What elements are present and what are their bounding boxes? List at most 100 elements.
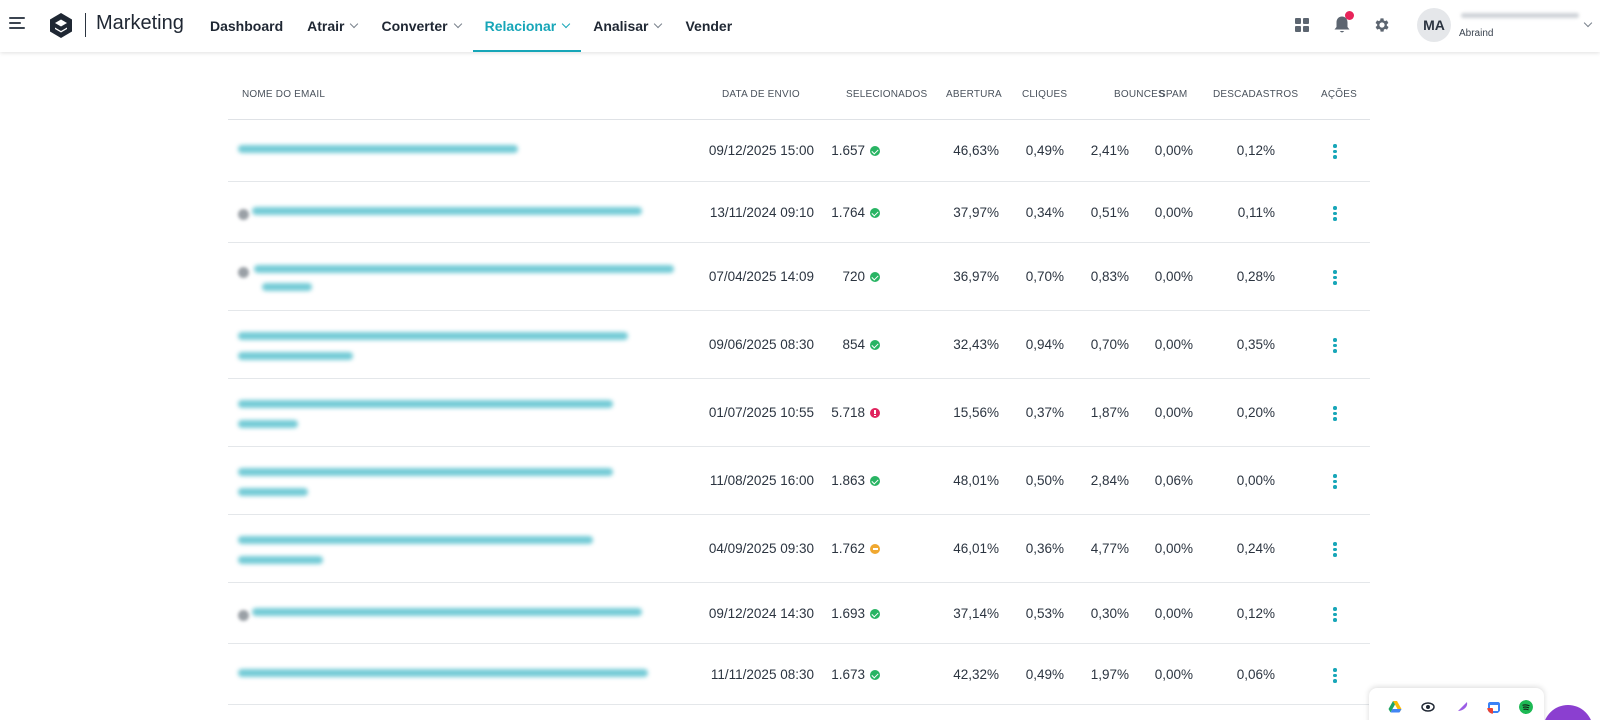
cell-unsub: 0,35% [1237,337,1275,352]
table-row[interactable]: 09/12/2024 14:30 1.693 37,14% 0,53% 0,30% 0,0… [228,583,1370,644]
cell-value: 0,24% [1236,541,1275,556]
column-header-open[interactable]: ABERTURA [946,89,1002,100]
cell-selected: 1.762 [831,541,880,556]
cell-value: 1,87% [1090,405,1129,420]
cell-clicks: 0,34% [1026,205,1064,220]
redacted-text [252,608,642,616]
spotify-icon[interactable] [1519,700,1533,714]
cell-unsub: 0,24% [1237,541,1275,556]
cell-date: 11/08/2025 16:00 [710,473,814,488]
column-header-date[interactable]: DATA DE ENVIO [722,89,800,100]
cell-value: 1.693 [831,606,865,621]
nav-item-relacionar[interactable]: Relacionar [472,0,582,52]
cell-value: 0,00% [1154,269,1193,284]
table-row[interactable]: 07/04/2025 14:09 720 36,97% 0,70% 0,83% 0,00%… [228,243,1370,311]
cell-clicks: 0,36% [1026,541,1064,556]
table-row[interactable]: 13/11/2024 09:10 1.764 37,97% 0,34% 0,51% 0,0… [228,182,1370,243]
cell-value: 1.764 [831,205,865,220]
table-row[interactable]: 01/07/2025 10:55 5.718 15,56% 0,37% 1,87% 0,0… [228,379,1370,447]
cell-spam: 0,00% [1155,405,1193,420]
cell-date: 09/06/2025 08:30 [709,337,814,352]
redacted-text [238,536,593,544]
cell-clicks: 0,70% [1026,269,1064,284]
cell-value: 04/09/2025 09:30 [708,541,814,556]
redacted-text [238,556,323,564]
cell-value: 32,43% [953,337,999,352]
table-row[interactable]: 09/06/2025 08:30 854 32,43% 0,94% 0,70% 0,00%… [228,311,1370,379]
cell-value: 36,97% [953,269,999,284]
cell-value: 0,94% [1025,337,1064,352]
nav-item-label: Dashboard [210,18,284,34]
column-header-spam[interactable]: SPAM [1159,89,1188,100]
nav-item-analisar[interactable]: Analisar [581,0,673,52]
cell-value: 2,41% [1090,143,1129,158]
column-header-name[interactable]: NOME DO EMAIL [242,89,326,100]
more-actions-icon[interactable] [1333,406,1337,423]
minus-circle-icon [870,544,880,554]
more-actions-icon[interactable] [1333,144,1337,161]
cell-bounces: 0,83% [1091,269,1129,284]
cell-open: 36,97% [953,269,999,284]
nav-item-atrair[interactable]: Atrair [295,0,369,52]
menu-icon[interactable] [9,17,25,31]
nav-item-label: Relacionar [484,18,557,34]
more-actions-icon[interactable] [1333,474,1337,491]
cell-bounces: 2,41% [1091,143,1129,158]
cell-value: 0,49% [1025,667,1064,682]
bell-icon[interactable] [1333,15,1351,35]
column-header-unsubscribes[interactable]: DESCADASTROS [1213,89,1299,100]
check-circle-icon [870,340,880,350]
table-row[interactable]: 09/12/2025 15:00 1.657 46,63% 0,49% 2,41% 0,0… [228,120,1370,182]
user-name-redacted [1461,13,1579,18]
cell-value: 0,00% [1154,143,1193,158]
cell-value: 0,49% [1025,143,1064,158]
cell-value: 13/11/2024 09:10 [709,205,814,220]
cell-value: 37,97% [953,205,999,220]
redacted-text [262,283,312,291]
cell-value: 1.863 [831,473,865,488]
column-header-clicks[interactable]: CLIQUES [1022,89,1068,100]
nav-item-vender[interactable]: Vender [673,0,744,52]
alert-circle-icon [870,408,880,418]
table-row[interactable]: 04/09/2025 09:30 1.762 46,01% 0,36% 4,77% 0,0… [228,515,1370,583]
column-header-selected[interactable]: SELECIONADOS [846,89,928,100]
cell-bounces: 0,30% [1091,606,1129,621]
user-avatar[interactable]: MA [1417,8,1451,42]
more-actions-icon[interactable] [1333,607,1337,624]
calendar-extension-icon[interactable] [1487,700,1501,714]
column-header-bounces[interactable]: BOUNCES [1114,89,1165,100]
cell-value: 5.718 [831,405,865,420]
redacted-text [238,145,518,153]
more-actions-icon[interactable] [1333,338,1337,355]
cell-spam: 0,00% [1155,667,1193,682]
cell-selected: 1.673 [831,667,880,682]
chat-launcher-button[interactable] [1543,705,1593,720]
table-row[interactable]: 11/08/2025 16:00 1.863 48,01% 0,50% 2,84% 0,0… [228,447,1370,515]
cell-date: 09/12/2025 15:00 [709,143,814,158]
check-circle-icon [870,476,880,486]
chevron-down-icon[interactable] [1583,18,1593,28]
brand-logo[interactable] [49,12,73,39]
apps-grid-icon[interactable] [1295,18,1310,33]
more-actions-icon[interactable] [1333,668,1337,685]
nav-item-converter[interactable]: Converter [369,0,472,52]
table-row[interactable]: 11/11/2025 08:30 1.673 42,32% 0,49% 1,97% 0,0… [228,644,1370,705]
cell-value: 15,56% [953,405,999,420]
more-actions-icon[interactable] [1333,270,1337,287]
cell-value: 0,12% [1236,143,1275,158]
more-actions-icon[interactable] [1333,542,1337,559]
cell-date: 07/04/2025 14:09 [709,269,814,284]
cell-selected: 854 [842,337,880,352]
cell-open: 32,43% [953,337,999,352]
google-drive-icon[interactable] [1388,700,1402,714]
cell-value: 854 [842,337,865,352]
cell-open: 42,32% [953,667,999,682]
extension-eye-icon[interactable] [1421,700,1435,714]
cell-value: 4,77% [1090,541,1129,556]
nav-item-dashboard[interactable]: Dashboard [198,0,295,52]
more-actions-icon[interactable] [1333,206,1337,223]
feather-icon[interactable] [1455,700,1469,714]
gear-icon[interactable] [1373,16,1391,34]
cell-value: 0,51% [1090,205,1129,220]
cell-selected: 1.764 [831,205,880,220]
